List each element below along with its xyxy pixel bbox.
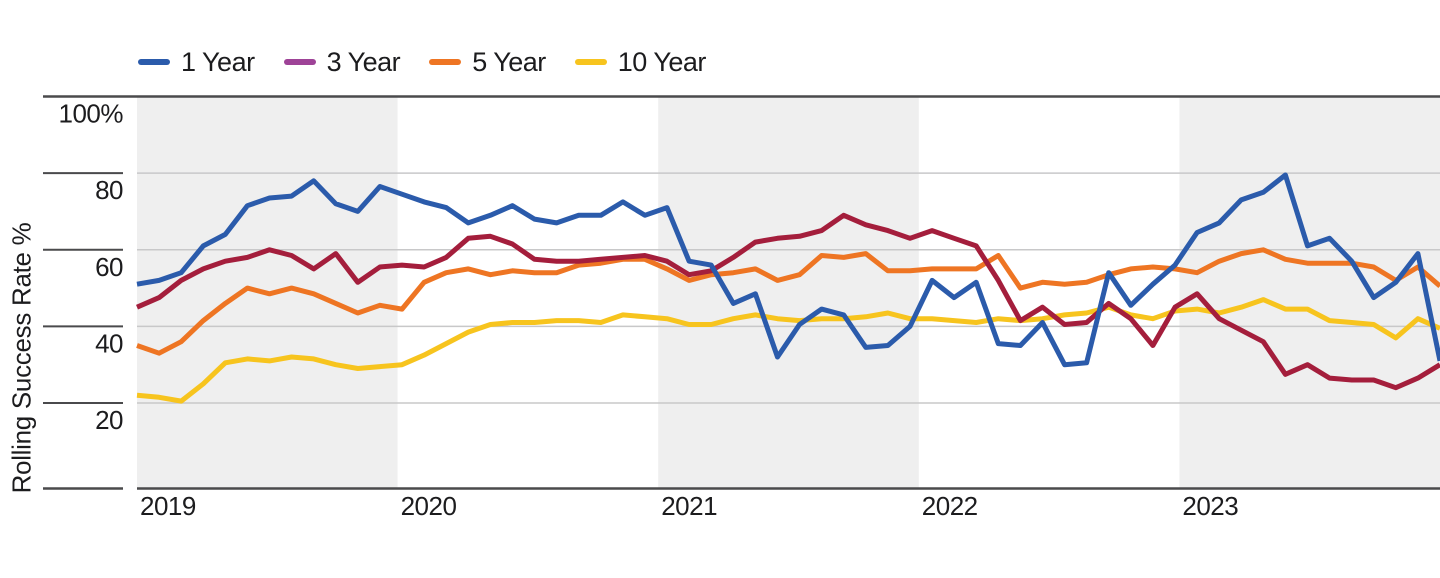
legend-swatch-5-year-icon: [429, 59, 462, 65]
year-band-2023: [1179, 96, 1440, 489]
legend-label-10-year: 10 Year: [617, 46, 707, 77]
series-line-3-year: [136, 212, 1440, 391]
legend-label-1-year: 1 Year: [181, 46, 255, 77]
legend-label-3-year: 3 Year: [326, 46, 401, 77]
series-line-10-year: [136, 297, 1440, 404]
legend-item-1-year: 1 Year: [138, 47, 255, 78]
legend-item-3-year: 3 Year: [283, 46, 401, 78]
series-line-1-year: [136, 172, 1440, 368]
legend-swatch-1-year-icon: [138, 59, 170, 65]
series-line-5-year: [136, 247, 1440, 356]
x-tick-label-2020: 2020: [401, 491, 457, 521]
y-tick-label: 20: [95, 405, 123, 435]
legend-label-5-year: 5 Year: [472, 46, 546, 77]
legend-item-5-year: 5 Year: [429, 47, 546, 78]
y-axis-title: Rolling Success Rate %: [6, 222, 37, 494]
legend-swatch-10-year-icon: [574, 59, 607, 65]
y-tick-label: 40: [95, 328, 123, 358]
chart-legend: 1 Year 3 Year 5 Year 10 Year: [138, 44, 706, 80]
x-tick-label-2019: 2019: [140, 491, 196, 521]
y-tick-label: 80: [95, 175, 123, 205]
x-tick-label-2021: 2021: [661, 491, 717, 521]
x-tick-label-2022: 2022: [922, 491, 978, 521]
legend-swatch-3-year-icon: [283, 59, 316, 65]
legend-item-10-year: 10 Year: [574, 46, 707, 78]
y-tick-label: 100%: [59, 99, 124, 129]
y-tick-label: 60: [95, 252, 123, 282]
x-tick-label-2023: 2023: [1182, 491, 1238, 521]
year-band-2021: [658, 96, 919, 489]
